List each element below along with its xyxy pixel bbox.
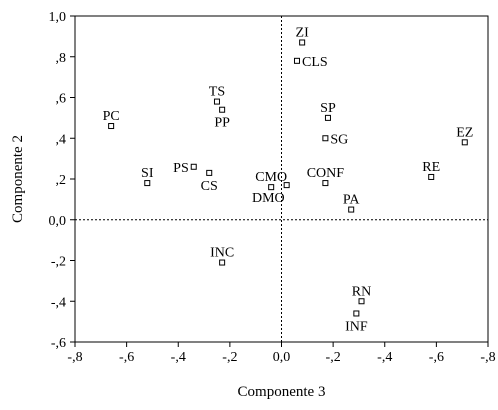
data-point-label: EZ xyxy=(456,125,473,140)
data-point-label: INF xyxy=(345,319,368,334)
data-point-marker xyxy=(358,298,365,305)
data-point-label: RN xyxy=(352,284,371,299)
data-point-label: INC xyxy=(210,246,234,261)
data-point-label: CONF xyxy=(307,166,345,181)
data-point-label: RE xyxy=(422,160,440,175)
y-tick-label: ,6 xyxy=(56,92,67,107)
data-point-marker xyxy=(219,259,226,266)
data-point-label: PS xyxy=(173,161,189,176)
data-point-marker xyxy=(322,135,329,142)
data-point-marker xyxy=(206,169,213,176)
x-tick-label: -,8 xyxy=(480,350,495,365)
y-tick-label: ,2 xyxy=(56,173,67,188)
y-tick-label: ,4 xyxy=(56,132,67,147)
data-point-marker xyxy=(144,180,151,187)
y-tick-label: -,2 xyxy=(51,255,66,270)
data-point-marker xyxy=(353,310,360,317)
data-point-label: DMO xyxy=(252,191,285,206)
points-group: ZI CLS PC TS PP SP SG EZ SI PS CS CMO DMO CONF RE PA INC… xyxy=(103,25,474,334)
y-tick-label: 1,0 xyxy=(49,10,67,25)
y-tick-label: -,4 xyxy=(51,295,66,310)
data-point-label: PC xyxy=(103,109,120,124)
x-tick-label: -,4 xyxy=(171,350,186,365)
x-tick-label: -,2 xyxy=(326,350,341,365)
data-point-marker xyxy=(293,57,300,64)
data-point-label: CLS xyxy=(302,55,328,70)
data-point-marker xyxy=(324,114,331,121)
data-point-marker xyxy=(190,163,197,170)
data-point-label: PP xyxy=(214,116,230,131)
data-point-label: PA xyxy=(343,193,361,208)
x-axis-title: Componente 3 xyxy=(238,384,326,400)
x-tick-label: 0,0 xyxy=(273,350,291,365)
x-tick-label: -,4 xyxy=(377,350,392,365)
y-tick-label: -,6 xyxy=(51,336,66,351)
data-point-marker xyxy=(461,139,468,146)
x-tick-label: -,6 xyxy=(119,350,134,365)
data-point-marker xyxy=(268,184,275,191)
data-point-label: TS xyxy=(209,85,225,100)
y-tick-label: 0,0 xyxy=(49,214,67,229)
data-point-label: SI xyxy=(141,166,154,181)
data-point-marker xyxy=(299,39,306,46)
data-point-label: ZI xyxy=(296,25,310,40)
data-point-marker xyxy=(322,180,329,187)
data-point-marker xyxy=(213,98,220,105)
data-point-label: SG xyxy=(330,132,348,147)
data-point-marker xyxy=(283,182,290,189)
x-tick-label: -,2 xyxy=(222,350,237,365)
data-point-marker xyxy=(348,206,355,213)
y-axis-title: Componente 2 xyxy=(10,135,26,223)
data-point-label: CMO xyxy=(255,170,287,185)
data-point-label: SP xyxy=(320,101,336,116)
x-tick-label: -,8 xyxy=(67,350,82,365)
data-point-marker xyxy=(219,106,226,113)
data-point-label: CS xyxy=(201,179,218,194)
ticks-group: -,8 -,6 -,4 -,2 0,0 -,2 -,4 -,6 -,81,0,8,6,4,20,… xyxy=(49,10,496,365)
data-point-marker xyxy=(108,123,115,130)
x-tick-label: -,6 xyxy=(429,350,444,365)
data-point-marker xyxy=(428,173,435,180)
y-tick-label: ,8 xyxy=(56,51,67,66)
